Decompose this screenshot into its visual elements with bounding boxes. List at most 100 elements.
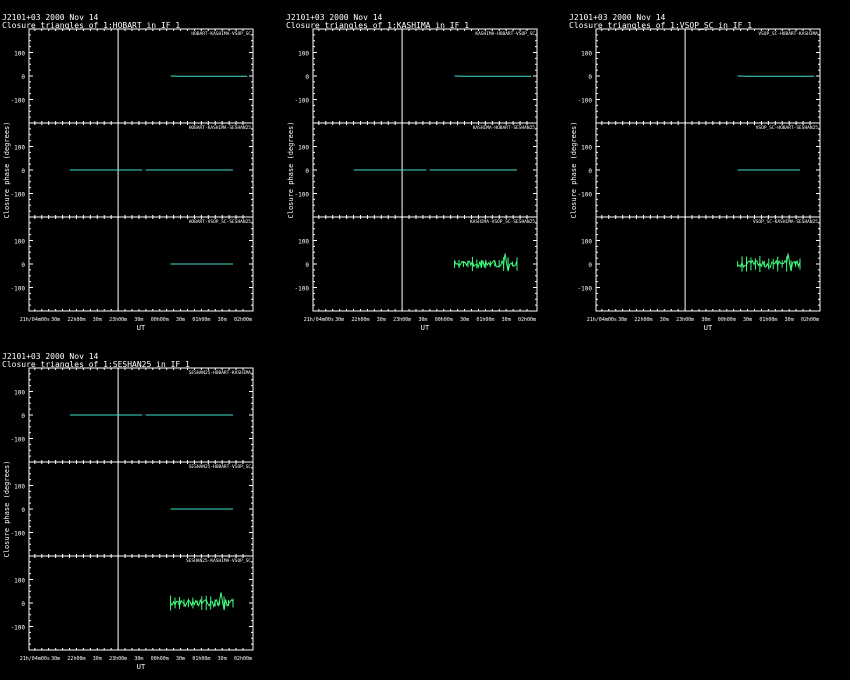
y-tick-label: -100 xyxy=(295,192,310,199)
panel: 100 0 -100 SESHAN25-HOBART-KASHIMA xyxy=(11,367,254,463)
y-tick-label: 100 xyxy=(298,51,309,58)
y-tick-label: -100 xyxy=(578,98,593,105)
triangle-label: VSOP_SC-KASHIMA-SESHAN25 xyxy=(753,219,818,225)
y-tick-label: 100 xyxy=(581,51,592,58)
y-tick-label: -100 xyxy=(295,286,310,293)
panel: 100 0 -100 KASHIMA-HOBART-VSOP_SC xyxy=(295,28,538,124)
triangle-label: KASHIMA-HOBART-VSOP_SC xyxy=(475,31,535,37)
y-axis-label: Closure phase (degrees) xyxy=(3,461,11,558)
y-tick-label: 0 xyxy=(588,168,592,175)
x-tick-label: 30m xyxy=(51,656,60,662)
y-tick-label: -100 xyxy=(11,192,26,199)
x-tick-label: 30m xyxy=(660,317,669,323)
y-tick-label: 100 xyxy=(298,145,309,152)
x-tick-label: 30m xyxy=(176,317,185,323)
x-tick-label: 30m xyxy=(218,656,227,662)
panel: 100 0 -100 VSOP_SC-KASHIMA-SESHAN25 xyxy=(578,216,821,312)
panel: 100 0 -100 KASHIMA-VSOP_SC-SESHAN25 xyxy=(295,216,538,312)
x-tick-label: 30m xyxy=(93,656,102,662)
x-tick-label: 23h00m xyxy=(109,317,127,323)
x-tick-label: 01h00m xyxy=(192,656,210,662)
x-tick-label: 01h00m xyxy=(759,317,777,323)
triangle-label: HOBART-VSOP_SC-SESHAN25 xyxy=(189,219,252,225)
y-tick-label: 0 xyxy=(21,507,25,514)
triangle-label: KASHIMA-HOBART-SESHAN25 xyxy=(473,125,536,131)
x-tick-label: 00h00m xyxy=(718,317,736,323)
figure-title: Closure triangles of 1:KASHIMA in IF 1 xyxy=(286,21,469,30)
triangle-label: HOBART-KASHIMA-SESHAN25 xyxy=(189,125,252,131)
y-tick-label: 100 xyxy=(14,578,25,585)
panel: 100 0 -100 KASHIMA-HOBART-SESHAN25 xyxy=(295,122,538,218)
x-tick-label: 02h00m xyxy=(234,317,252,323)
source-date-label: J2101+03 2000 Nov 14 xyxy=(2,352,99,361)
y-axis-label: Closure phase (degrees) xyxy=(570,122,578,219)
panel: 100 0 -100 SESHAN25-KASHIMA-VSOP_SC xyxy=(11,555,254,651)
x-tick-label: 30m xyxy=(502,317,511,323)
triangle-label: SESHAN25-HOBART-VSOP_SC xyxy=(189,464,252,470)
y-tick-label: 0 xyxy=(21,168,25,175)
x-tick-label: 02h00m xyxy=(234,656,252,662)
panel: 100 0 -100 VSOP_SC-HOBART-SESHAN25 xyxy=(578,122,821,218)
x-tick-label: 02h00m xyxy=(801,317,819,323)
x-tick-label: 21h/04m00s xyxy=(20,317,50,323)
x-tick-label: 01h00m xyxy=(192,317,210,323)
panel: 100 0 -100 SESHAN25-HOBART-VSOP_SC xyxy=(11,461,254,557)
panel: 100 0 -100 HOBART-KASHIMA-VSOP_SC xyxy=(11,28,254,124)
y-tick-label: 0 xyxy=(21,262,25,269)
figure-title: Closure triangles of 1:VSOP_SC in IF 1 xyxy=(569,21,752,30)
y-tick-label: -100 xyxy=(11,625,26,632)
x-tick-label: 23h00m xyxy=(109,656,127,662)
x-tick-label: 30m xyxy=(134,317,143,323)
y-tick-label: 0 xyxy=(305,168,309,175)
y-tick-label: 100 xyxy=(14,484,25,491)
x-axis-label: UT xyxy=(704,324,713,332)
y-tick-label: -100 xyxy=(578,192,593,199)
triangle-label: KASHIMA-VSOP_SC-SESHAN25 xyxy=(470,219,535,225)
x-tick-label: 30m xyxy=(93,317,102,323)
x-tick-label: 30m xyxy=(335,317,344,323)
x-tick-label: 00h00m xyxy=(151,656,169,662)
x-tick-label: 30m xyxy=(176,656,185,662)
panel: 100 0 -100 VSOP_SC-HOBART-KASHIMA xyxy=(578,28,821,124)
y-tick-label: -100 xyxy=(11,286,26,293)
x-tick-label: 00h00m xyxy=(435,317,453,323)
y-tick-label: -100 xyxy=(11,531,26,538)
y-tick-label: 100 xyxy=(298,239,309,246)
y-tick-label: 0 xyxy=(21,601,25,608)
y-tick-label: 100 xyxy=(14,145,25,152)
y-tick-label: 100 xyxy=(581,145,592,152)
y-tick-label: -100 xyxy=(295,98,310,105)
x-tick-label: 30m xyxy=(618,317,627,323)
x-tick-label: 30m xyxy=(51,317,60,323)
panel: 100 0 -100 HOBART-KASHIMA-SESHAN25 xyxy=(11,122,254,218)
y-tick-label: -100 xyxy=(578,286,593,293)
x-axis-label: UT xyxy=(137,663,146,671)
triangle-label: HOBART-KASHIMA-VSOP_SC xyxy=(191,31,251,37)
triangle-label: SESHAN25-KASHIMA-VSOP_SC xyxy=(186,558,251,564)
y-tick-label: 0 xyxy=(588,74,592,81)
x-axis-label: UT xyxy=(137,324,146,332)
y-tick-label: 0 xyxy=(305,74,309,81)
x-tick-label: 30m xyxy=(785,317,794,323)
y-tick-label: 100 xyxy=(14,51,25,58)
figure-title: Closure triangles of 1:SESHAN25 in IF 1 xyxy=(2,360,190,369)
x-tick-label: 22h00m xyxy=(67,656,85,662)
x-tick-label: 30m xyxy=(418,317,427,323)
x-tick-label: 00h00m xyxy=(151,317,169,323)
x-tick-label: 02h00m xyxy=(518,317,536,323)
x-tick-label: 23h00m xyxy=(676,317,694,323)
triangle-label: VSOP_SC-HOBART-SESHAN25 xyxy=(756,125,819,131)
panel: 100 0 -100 HOBART-VSOP_SC-SESHAN25 xyxy=(11,216,254,312)
x-tick-label: 22h00m xyxy=(634,317,652,323)
y-tick-label: -100 xyxy=(11,437,26,444)
x-tick-label: 30m xyxy=(460,317,469,323)
triangle-label: VSOP_SC-HOBART-KASHIMA xyxy=(758,31,818,37)
source-date-label: J2101+03 2000 Nov 14 xyxy=(2,13,99,22)
y-axis-label: Closure phase (degrees) xyxy=(3,122,11,219)
source-date-label: J2101+03 2000 Nov 14 xyxy=(569,13,666,22)
